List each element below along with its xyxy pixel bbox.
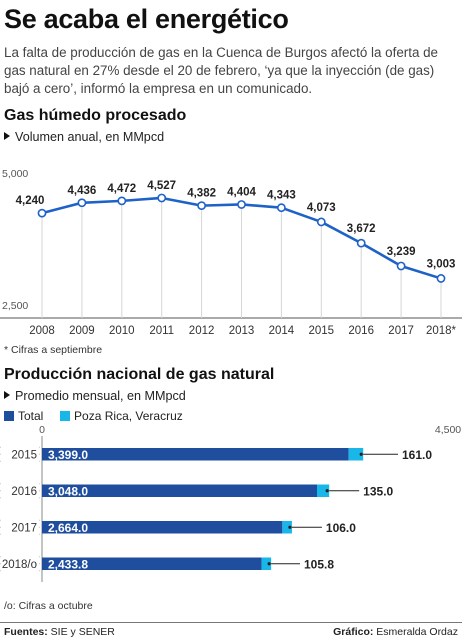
- legend-swatch-poza-rica: [60, 411, 71, 421]
- data-point: [197, 201, 206, 211]
- credit-text: Esmeralda Ordaz: [373, 626, 458, 638]
- data-label: 3,672: [347, 223, 376, 235]
- leader-dot: [359, 452, 363, 456]
- x-tick-label: 2008: [29, 325, 55, 337]
- data-point: [316, 217, 326, 227]
- category-label-bg: [1, 555, 39, 572]
- line-chart-gas-humedo: 5,000 2,500 4,240 4,436 4,472 4,527 4,382 4,404…: [0, 168, 462, 337]
- bar-poza-rica: [261, 557, 272, 570]
- legend-swatch-total: [4, 411, 14, 421]
- bar-poza-rica: [282, 521, 292, 534]
- x-tick-label: 2016: [348, 325, 374, 337]
- bar-chart-produccion-nacional: 0 4,500 2015 3,399.0 161.0 2016 3,048.0 135.0 20…: [0, 424, 461, 582]
- bar-poza-rica: [316, 484, 330, 497]
- y-tick-label-max: 5,000: [2, 168, 28, 180]
- category-label: 2018/o: [2, 559, 37, 571]
- sources-text: SIE y SENER: [47, 626, 115, 638]
- chart2-legend: Total Poza Rica, Veracruz: [4, 409, 183, 423]
- legend-label-total: Total: [18, 409, 44, 423]
- data-label: 3,239: [387, 246, 416, 258]
- chart2-note: /o: Cifras a octubre: [4, 600, 93, 612]
- data-label: 4,382: [187, 188, 216, 200]
- legend-label-poza-rica: Poza Rica, Veracruz: [74, 409, 183, 423]
- credit-label: Gráfico:: [333, 626, 374, 638]
- bar-total: [42, 448, 349, 461]
- sources-line: Fuentes: SIE y SENER: [4, 626, 115, 638]
- data-point: [37, 208, 47, 218]
- triangle-bullet-icon: [4, 391, 10, 399]
- bar-label-poza-rica: 105.8: [304, 557, 334, 571]
- data-point: [237, 200, 246, 209]
- headline: Se acaba el energético: [4, 4, 289, 34]
- x-tick-label: 2009: [69, 325, 95, 337]
- chart2-title: Producción nacional de gas natural: [4, 366, 275, 383]
- x-tick-label: 2010: [109, 325, 135, 337]
- data-point: [356, 238, 366, 248]
- chart2-subtitle: Promedio mensual, en MMpcd: [4, 389, 186, 403]
- category-label-bg: [1, 482, 39, 499]
- bar-label-total: 2,664.0: [48, 521, 88, 535]
- chart1-note: * Cifras a septiembre: [4, 344, 103, 356]
- x-tick-label: 2014: [269, 325, 295, 337]
- leader-dot: [325, 489, 329, 493]
- chart1-subtitle: Volumen anual, en MMpcd: [4, 130, 164, 144]
- chart2-subtitle-text: Promedio mensual, en MMpcd: [15, 389, 186, 403]
- dek-paragraph: La falta de producción de gas en la Cuen…: [4, 45, 439, 96]
- triangle-bullet-icon: [4, 132, 10, 140]
- x-tick-label: 2012: [189, 325, 215, 337]
- category-label-bg: [1, 519, 39, 536]
- bar-label-poza-rica: 135.0: [363, 484, 393, 498]
- data-point: [436, 274, 446, 283]
- credit-line: Gráfico: Esmeralda Ordaz: [333, 626, 458, 638]
- x-tick-label: 2013: [229, 325, 255, 337]
- category-label: 2016: [11, 486, 37, 498]
- data-label: 4,404: [227, 186, 256, 198]
- bar-total: [42, 484, 317, 497]
- bar-label-total: 3,399.0: [48, 448, 88, 462]
- x-tick-label: 2018*: [426, 325, 457, 337]
- bar-label-total: 2,433.8: [48, 557, 88, 571]
- chart1-title: Gas húmedo procesado: [4, 107, 187, 124]
- x-tick-label-max: 4,500: [435, 424, 461, 436]
- data-point: [117, 196, 127, 206]
- x-tick-label-min: 0: [39, 424, 45, 436]
- data-point: [77, 198, 87, 208]
- data-label: 3,003: [427, 258, 456, 270]
- category-label-bg: [1, 446, 39, 463]
- category-label: 2017: [11, 522, 37, 534]
- data-label: 4,472: [107, 183, 136, 195]
- footer-divider: [0, 622, 462, 623]
- data-label: 4,527: [147, 180, 176, 192]
- bar-label-poza-rica: 161.0: [402, 448, 432, 462]
- data-label: 4,240: [16, 195, 45, 207]
- leader-dot: [267, 562, 271, 566]
- x-tick-label: 2017: [388, 325, 414, 337]
- x-tick-label: 2011: [149, 325, 174, 337]
- data-point: [276, 203, 286, 213]
- y-tick-label-min: 2,500: [2, 300, 28, 312]
- bar-label-poza-rica: 106.0: [326, 521, 356, 535]
- x-tick-label: 2015: [309, 325, 335, 337]
- bar-poza-rica: [348, 448, 364, 461]
- data-point: [396, 261, 406, 271]
- chart1-subtitle-text: Volumen anual, en MMpcd: [15, 130, 165, 144]
- data-label: 4,343: [267, 190, 296, 202]
- data-label: 4,073: [307, 202, 336, 214]
- data-point: [157, 193, 167, 203]
- bar-total: [42, 521, 283, 534]
- data-label: 4,436: [68, 185, 97, 197]
- category-label: 2015: [11, 449, 37, 461]
- leader-dot: [288, 525, 292, 529]
- bar-total: [42, 557, 262, 570]
- sources-label: Fuentes:: [4, 626, 48, 638]
- bar-label-total: 3,048.0: [48, 484, 88, 498]
